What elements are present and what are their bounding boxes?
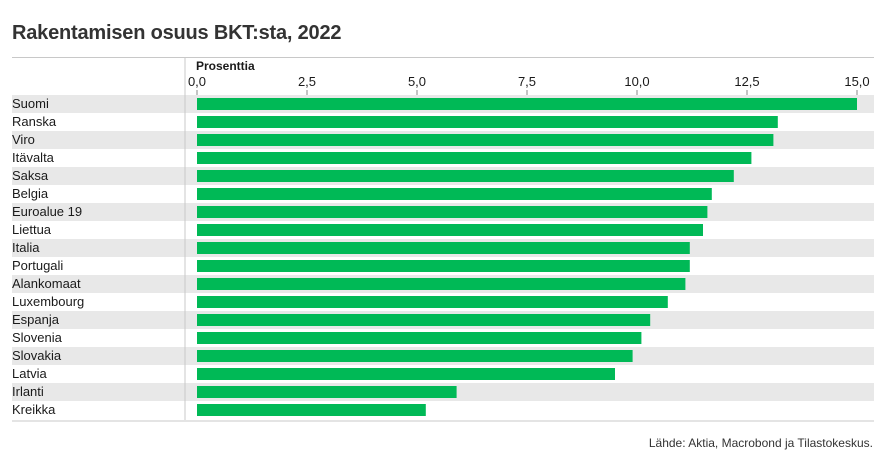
bar xyxy=(197,368,615,380)
top-divider xyxy=(12,57,874,58)
category-label: Latvia xyxy=(12,366,47,381)
x-tick-label: 7,5 xyxy=(518,74,536,89)
category-labels: Suomi Ranska Viro Itävalta Saksa Belgia Euroal… xyxy=(12,96,84,417)
category-label: Espanja xyxy=(12,312,60,327)
category-label: Alankomaat xyxy=(12,276,81,291)
category-label: Euroalue 19 xyxy=(12,204,82,219)
bar xyxy=(197,350,633,362)
bar xyxy=(197,116,778,128)
bar xyxy=(197,314,651,326)
bar xyxy=(197,134,774,146)
category-label: Belgia xyxy=(12,186,49,201)
x-tick-label: 12,5 xyxy=(734,74,759,89)
x-tick-label: 15,0 xyxy=(844,74,869,89)
category-label: Italia xyxy=(12,240,40,255)
category-label: Irlanti xyxy=(12,384,44,399)
bar xyxy=(197,152,752,164)
bar xyxy=(197,98,857,110)
category-label: Viro xyxy=(12,132,35,147)
category-label: Ranska xyxy=(12,114,57,129)
category-label: Itävalta xyxy=(12,150,55,165)
bar xyxy=(197,332,642,344)
bar xyxy=(197,170,734,182)
x-tick-label: 0,0 xyxy=(188,74,206,89)
bar xyxy=(197,224,703,236)
bar xyxy=(197,278,686,290)
x-axis-title: Prosenttia xyxy=(196,59,255,73)
x-tick-label: 2,5 xyxy=(298,74,316,89)
category-label: Suomi xyxy=(12,96,49,111)
bar xyxy=(197,404,426,416)
category-label: Slovakia xyxy=(12,348,62,363)
chart-title: Rakentamisen osuus BKT:sta, 2022 xyxy=(12,22,342,44)
bar xyxy=(197,242,690,254)
bar xyxy=(197,386,457,398)
category-label: Liettua xyxy=(12,222,52,237)
bar xyxy=(197,206,708,218)
bar xyxy=(197,260,690,272)
bar xyxy=(197,188,712,200)
x-axis-ticks: 0,0 2,5 5,0 7,5 10,0 12,5 15,0 xyxy=(188,74,870,95)
category-label: Portugali xyxy=(12,258,63,273)
source-note: Lähde: Aktia, Macrobond ja Tilastokeskus… xyxy=(648,436,873,450)
bar xyxy=(197,296,668,308)
category-label: Kreikka xyxy=(12,402,56,417)
category-label: Saksa xyxy=(12,168,49,183)
category-label: Luxembourg xyxy=(12,294,84,309)
x-tick-label: 10,0 xyxy=(624,74,649,89)
x-tick-label: 5,0 xyxy=(408,74,426,89)
category-label: Slovenia xyxy=(12,330,63,345)
bars xyxy=(197,98,857,416)
